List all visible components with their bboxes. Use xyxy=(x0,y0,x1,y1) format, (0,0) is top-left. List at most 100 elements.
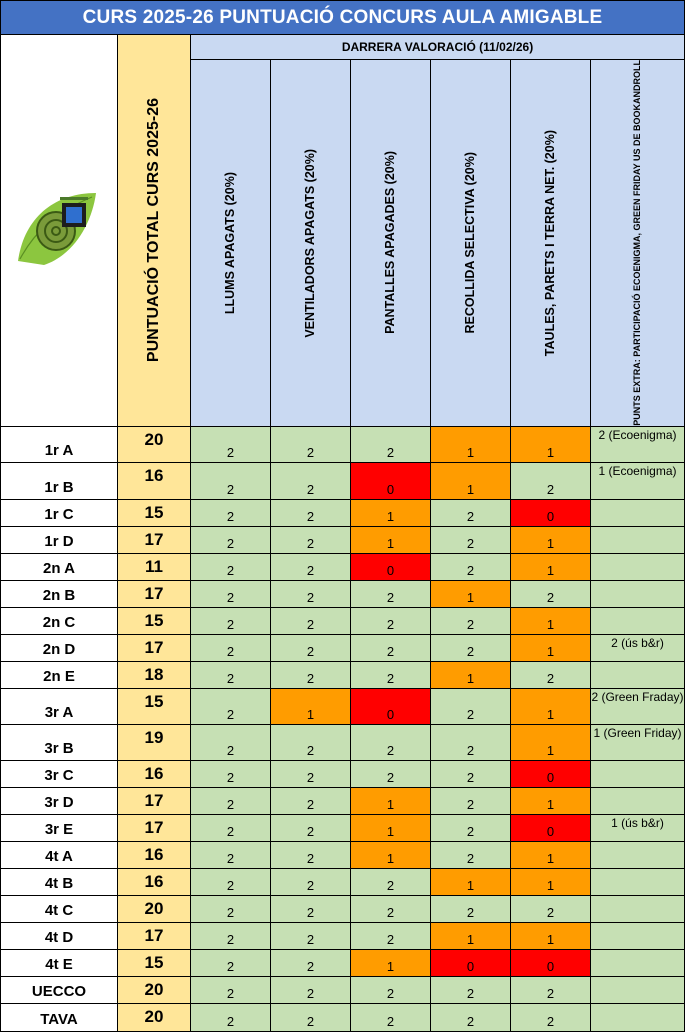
score-cell: 1 xyxy=(351,499,431,526)
score-cell: 2 xyxy=(511,976,591,1003)
total-score: 16 xyxy=(118,462,191,499)
score-cell: 0 xyxy=(511,760,591,787)
table-row: 3r C 16 2 2 2 2 0 xyxy=(1,760,685,787)
score-cell: 2 xyxy=(271,526,351,553)
extra-points: 1 (ús b&r) xyxy=(591,814,685,841)
extra-points xyxy=(591,607,685,634)
total-score: 17 xyxy=(118,634,191,661)
total-score: 11 xyxy=(118,553,191,580)
score-cell: 2 xyxy=(191,895,271,922)
score-cell: 1 xyxy=(351,787,431,814)
score-cell: 1 xyxy=(431,426,511,462)
score-cell: 2 xyxy=(431,499,511,526)
score-cell: 2 xyxy=(271,724,351,760)
extra-points: 2 (ús b&r) xyxy=(591,634,685,661)
extra-points: 2 (Green Fraday) xyxy=(591,688,685,724)
score-cell: 2 xyxy=(271,814,351,841)
page-title: CURS 2025-26 PUNTUACIÓ CONCURS AULA AMIG… xyxy=(1,1,685,35)
score-cell: 0 xyxy=(351,462,431,499)
score-cell: 2 xyxy=(431,634,511,661)
score-cell: 2 xyxy=(271,553,351,580)
score-cell: 2 xyxy=(191,868,271,895)
total-score: 20 xyxy=(118,895,191,922)
table-row: 4t B 16 2 2 2 1 1 xyxy=(1,868,685,895)
extra-points xyxy=(591,553,685,580)
extra-points xyxy=(591,949,685,976)
score-cell: 2 xyxy=(351,760,431,787)
score-cell: 2 xyxy=(271,760,351,787)
score-cell: 2 xyxy=(431,1003,511,1031)
table-row: 4t E 15 2 2 1 0 0 xyxy=(1,949,685,976)
class-name: 3r B xyxy=(1,724,118,760)
score-cell: 1 xyxy=(431,580,511,607)
score-cell: 0 xyxy=(351,688,431,724)
table-row: 2n A 11 2 2 0 2 1 xyxy=(1,553,685,580)
score-cell: 2 xyxy=(431,976,511,1003)
logo xyxy=(1,35,118,427)
total-score: 18 xyxy=(118,661,191,688)
score-cell: 1 xyxy=(511,553,591,580)
score-cell: 2 xyxy=(431,814,511,841)
score-cell: 1 xyxy=(431,922,511,949)
score-cell: 2 xyxy=(191,688,271,724)
col-taules-header: TAULES, PARETS I TERRA NET. (20%) xyxy=(511,60,591,427)
total-score: 20 xyxy=(118,1003,191,1031)
class-name: 2n E xyxy=(1,661,118,688)
score-cell: 2 xyxy=(271,787,351,814)
col-extra-header: PUNTS EXTRA: PARTICIPACIÓ ECOENIGMA, GRE… xyxy=(591,60,685,427)
table-row: 4t A 16 2 2 1 2 1 xyxy=(1,841,685,868)
score-cell: 2 xyxy=(271,661,351,688)
table-row: 4t D 17 2 2 2 1 1 xyxy=(1,922,685,949)
extra-points xyxy=(591,922,685,949)
extra-points xyxy=(591,580,685,607)
table-row: 3r A 15 2 1 0 2 1 2 (Green Fraday) xyxy=(1,688,685,724)
score-cell: 2 xyxy=(431,553,511,580)
extra-points xyxy=(591,661,685,688)
extra-points: 1 (Green Friday) xyxy=(591,724,685,760)
extra-points xyxy=(591,526,685,553)
table-row: 3r D 17 2 2 1 2 1 xyxy=(1,787,685,814)
score-cell: 2 xyxy=(191,760,271,787)
class-name: 2n A xyxy=(1,553,118,580)
table-row: 2n E 18 2 2 2 1 2 xyxy=(1,661,685,688)
score-cell: 2 xyxy=(191,462,271,499)
class-name: UECCO xyxy=(1,976,118,1003)
score-cell: 1 xyxy=(511,787,591,814)
total-score: 15 xyxy=(118,607,191,634)
score-cell: 0 xyxy=(511,499,591,526)
score-cell: 2 xyxy=(191,949,271,976)
extra-points xyxy=(591,787,685,814)
score-cell: 1 xyxy=(351,949,431,976)
class-name: 2n B xyxy=(1,580,118,607)
score-cell: 2 xyxy=(191,787,271,814)
score-cell: 2 xyxy=(271,499,351,526)
score-cell: 2 xyxy=(431,724,511,760)
score-cell: 2 xyxy=(511,1003,591,1031)
score-cell: 2 xyxy=(351,895,431,922)
score-cell: 2 xyxy=(191,976,271,1003)
extra-points: 1 (Ecoenigma) xyxy=(591,462,685,499)
score-cell: 1 xyxy=(431,868,511,895)
score-cell: 2 xyxy=(351,634,431,661)
table-row: 3r B 19 2 2 2 2 1 1 (Green Friday) xyxy=(1,724,685,760)
col-pantalles-header: PANTALLES APAGADES (20%) xyxy=(351,60,431,427)
score-cell: 2 xyxy=(271,949,351,976)
score-cell: 2 xyxy=(351,661,431,688)
score-cell: 2 xyxy=(271,895,351,922)
total-score: 16 xyxy=(118,760,191,787)
score-cell: 2 xyxy=(271,841,351,868)
table-row: 2n C 15 2 2 2 2 1 xyxy=(1,607,685,634)
total-score: 17 xyxy=(118,814,191,841)
col-ventiladors-header: VENTILADORS APAGATS (20%) xyxy=(271,60,351,427)
score-cell: 0 xyxy=(431,949,511,976)
score-cell: 1 xyxy=(271,688,351,724)
total-score: 16 xyxy=(118,868,191,895)
score-cell: 2 xyxy=(271,634,351,661)
table-row: UECCO 20 2 2 2 2 2 xyxy=(1,976,685,1003)
total-score: 15 xyxy=(118,688,191,724)
score-cell: 1 xyxy=(351,526,431,553)
table-row: 1r B 16 2 2 0 1 2 1 (Ecoenigma) xyxy=(1,462,685,499)
score-cell: 2 xyxy=(271,607,351,634)
score-cell: 2 xyxy=(271,462,351,499)
col-recollida-header: RECOLLIDA SELECTIVA (20%) xyxy=(431,60,511,427)
